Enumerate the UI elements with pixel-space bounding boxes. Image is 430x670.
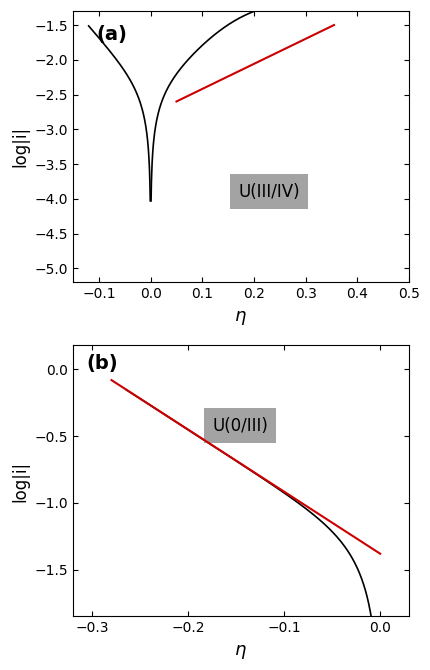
Text: U(0/III): U(0/III) [212, 417, 267, 435]
Text: U(III/IV): U(III/IV) [238, 183, 299, 201]
X-axis label: η: η [235, 307, 246, 324]
Y-axis label: log|i|: log|i| [11, 460, 29, 502]
Y-axis label: log|i|: log|i| [11, 126, 29, 168]
Text: (b): (b) [86, 354, 118, 373]
Text: (a): (a) [96, 25, 127, 44]
X-axis label: η: η [235, 641, 246, 659]
